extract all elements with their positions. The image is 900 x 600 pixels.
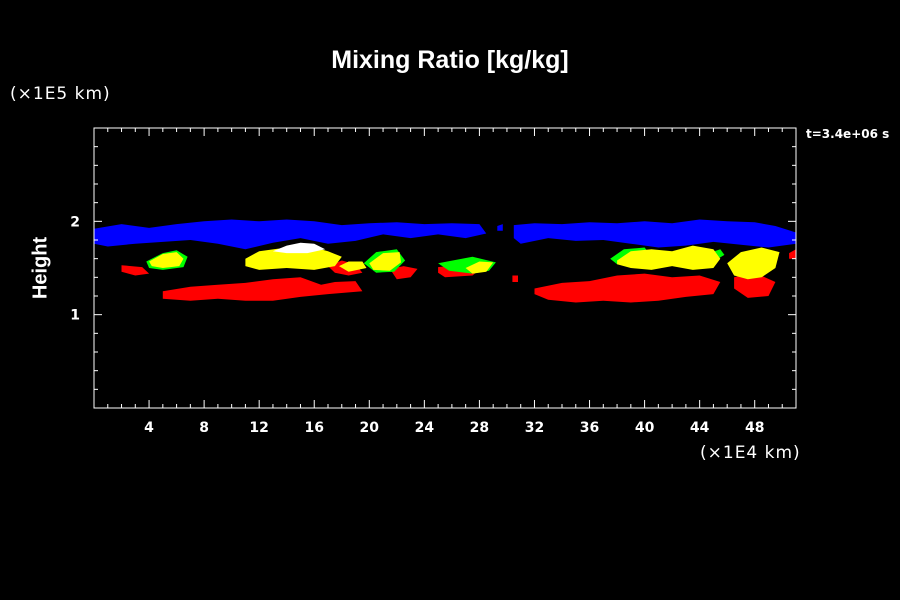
x-tick-label: 24	[415, 420, 435, 436]
x-tick-label: 44	[690, 420, 710, 436]
mixing-ratio-region	[149, 252, 184, 268]
mixing-ratio-region	[534, 273, 721, 303]
mixing-ratio-region	[497, 224, 503, 231]
mixing-ratio-region	[734, 272, 776, 298]
mixing-ratio-region	[512, 275, 518, 282]
x-tick-label: 40	[635, 420, 655, 436]
contour-regions	[94, 219, 796, 303]
time-label: t=3.4e+06 s	[806, 127, 890, 141]
mixing-ratio-region	[94, 219, 487, 250]
mixing-ratio-region	[121, 265, 150, 276]
x-tick-label: 36	[580, 420, 599, 436]
x-tick-label: 4	[144, 420, 154, 436]
mixing-ratio-region	[789, 249, 796, 259]
x-tick-label: 16	[304, 420, 323, 436]
x-tick-label: 48	[745, 420, 764, 436]
mixing-ratio-region	[389, 266, 418, 280]
chart-title: Mixing Ratio [kg/kg]	[331, 46, 569, 74]
x-tick-label: 12	[249, 420, 268, 436]
y-axis-unit: (×1E5 km)	[10, 84, 111, 104]
mixing-ratio-region	[513, 219, 796, 248]
mixing-ratio-region	[272, 242, 326, 254]
x-tick-label: 8	[199, 420, 209, 436]
mixing-ratio-region	[162, 277, 363, 301]
mixing-ratio-region	[727, 247, 780, 280]
mixing-ratio-region	[339, 261, 367, 272]
x-axis-unit: (×1E4 km)	[700, 443, 801, 463]
mixing-ratio-region	[369, 252, 401, 271]
y-tick-label: 1	[70, 308, 80, 324]
mixing-ratio-region	[245, 247, 342, 270]
x-tick-label: 32	[525, 420, 544, 436]
axes	[93, 127, 797, 409]
y-tick-label: 2	[70, 214, 80, 230]
x-tick-label: 20	[360, 420, 380, 436]
mixing-ratio-region	[617, 245, 721, 270]
mixing-ratio-region	[465, 261, 494, 274]
plot-frame	[93, 127, 797, 409]
x-tick-label: 28	[470, 420, 489, 436]
